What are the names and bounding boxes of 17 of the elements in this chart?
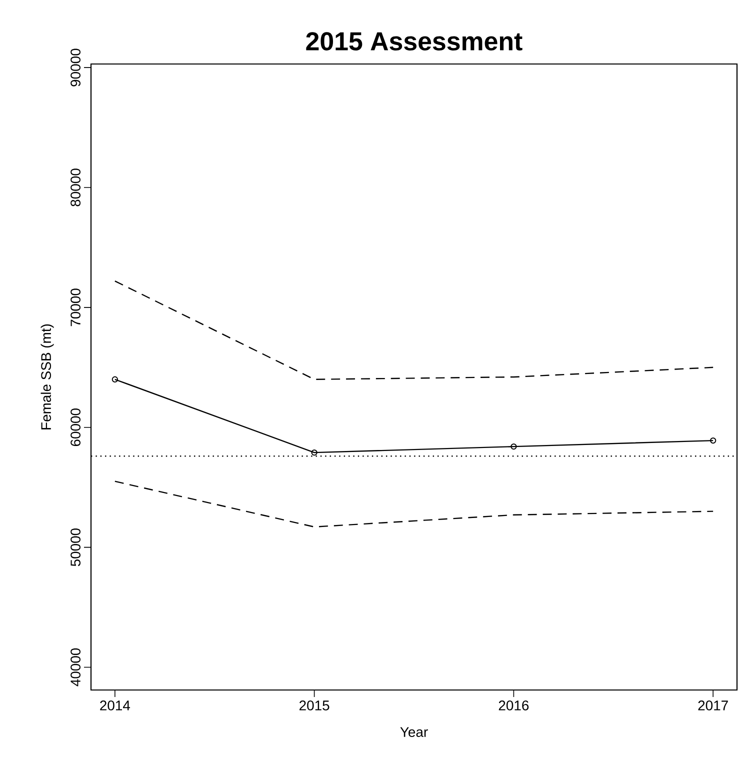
- y-tick-label: 80000: [70, 168, 80, 206]
- x-tick-label: 2014: [100, 700, 130, 710]
- line-series: [114, 280, 714, 380]
- y-tick-label: 70000: [70, 288, 80, 326]
- x-tick-label: 2016: [498, 700, 529, 710]
- x-axis-title: Year: [400, 727, 428, 737]
- line-series: [114, 480, 714, 528]
- point: [510, 443, 517, 450]
- chart-title: 2015 Assessment: [306, 32, 522, 50]
- y-tick-label: 60000: [70, 408, 80, 446]
- y-tick-label: 50000: [70, 528, 80, 566]
- y-tick-label: 90000: [70, 48, 80, 86]
- x-tick-label: 2017: [698, 700, 728, 710]
- x-tick-label: 2015: [300, 700, 330, 710]
- point: [311, 449, 318, 456]
- y-axis-title: Female SSB (mt): [40, 324, 54, 430]
- y-tick-label: 40000: [70, 648, 80, 686]
